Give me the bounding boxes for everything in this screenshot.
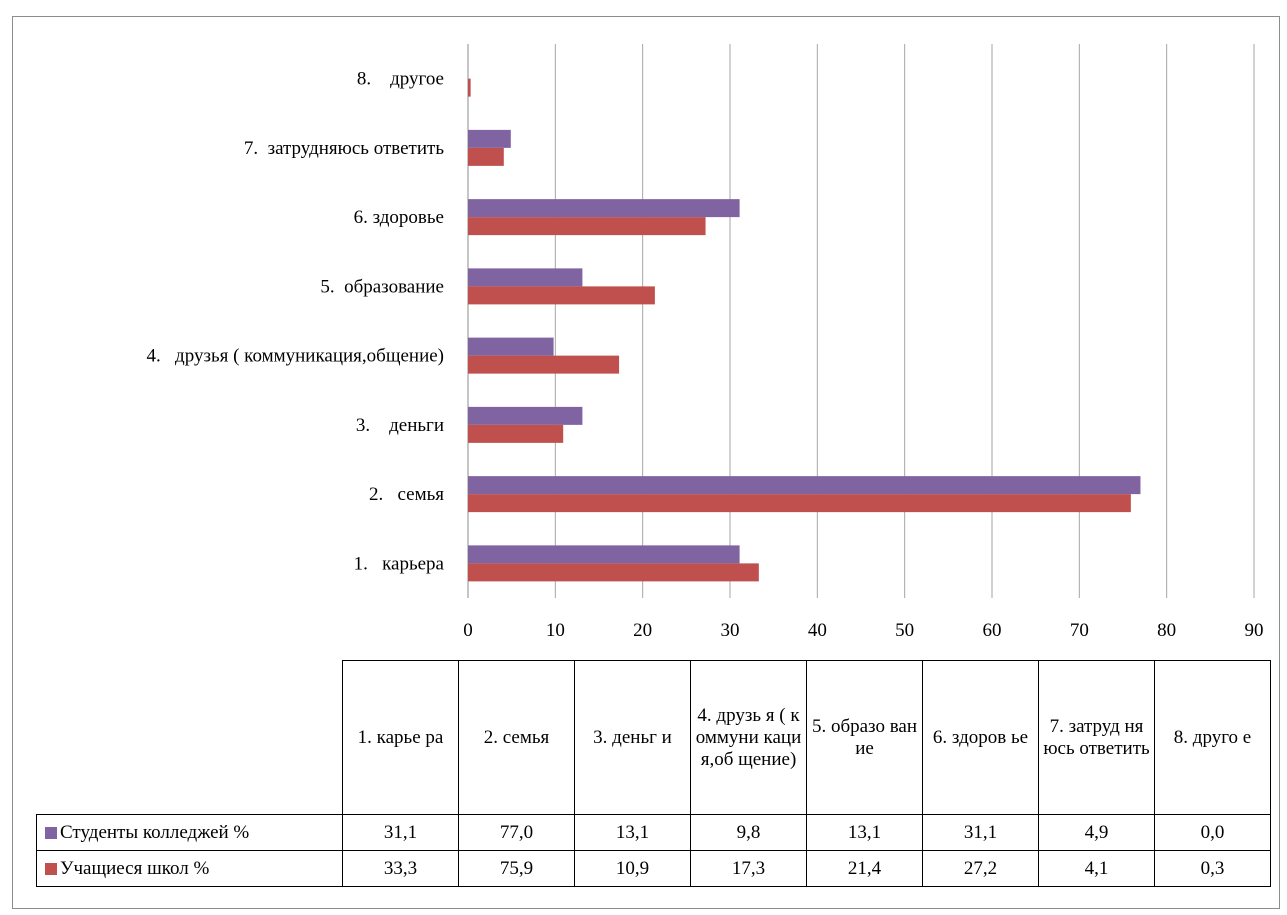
table-value-cell: 9,8 [690,814,807,851]
data-table: 1. карье ра 2. семья 3. деньг и 4. друзь я … [36,660,1271,887]
table-header-cell: 2. семья [458,660,575,815]
category-label: 7. затрудняюсь ответить [244,138,445,159]
table-corner [37,661,343,815]
x-tick-label: 50 [895,620,914,641]
x-tick-label: 70 [1070,620,1089,641]
table-header-cell: 8. друго е [1154,660,1271,815]
table-value-cell: 33,3 [342,850,459,887]
legend-swatch [45,863,57,876]
bar-students [468,545,740,564]
table-value-cell: 17,3 [690,850,807,887]
bar-schoolchildren [468,78,471,97]
bar-students [468,268,583,287]
table-header-row: 1. карье ра 2. семья 3. деньг и 4. друзь я … [37,660,1271,815]
bar-students [468,129,511,148]
table-row: Студенты колледжей % 31,1 77,0 13,1 9,8 13,1… [36,814,1271,851]
x-tick-label: 40 [808,620,827,641]
category-label: 8. другое [357,69,444,90]
category-label: 6. здоровье [354,207,444,228]
bar-students [468,337,554,356]
table-value-cell: 4,1 [1038,850,1155,887]
category-label: 2. семья [369,484,444,505]
table-value-cell: 13,1 [806,814,923,851]
legend-swatch [45,827,57,840]
category-label: 5. образование [320,276,444,297]
table-value-cell: 75,9 [458,850,575,887]
bar-schoolchildren [468,563,759,582]
series-name-cell: Учащиеся школ % [36,850,343,887]
x-tick-label: 90 [1245,620,1264,641]
x-tick-label: 30 [721,620,740,641]
table-value-cell: 31,1 [922,814,1039,851]
table-value-cell: 13,1 [574,814,691,851]
table-value-cell: 21,4 [806,850,923,887]
x-tick-label: 20 [633,620,652,641]
bar-schoolchildren [468,286,655,305]
x-tick-label: 60 [983,620,1002,641]
table-row: Учащиеся школ % 33,3 75,9 10,9 17,3 21,4 27,2… [36,850,1271,887]
bar-students [468,199,740,218]
bar-schoolchildren [468,355,620,374]
bar-schoolchildren [468,217,706,236]
x-tick-label: 10 [546,620,565,641]
bar-schoolchildren [468,494,1131,513]
series-name: Студенты колледжей % [60,821,250,843]
bar-schoolchildren [468,424,564,443]
table-header-cell: 6. здоров ье [922,660,1039,815]
bar-schoolchildren [468,147,504,166]
bar-chart: 0 10 20 30 40 50 60 70 80 90 1. карьера 2. семья 3. … [147,44,1264,641]
table-header-cell: 4. друзь я ( коммуни кация,об щение) [690,660,807,815]
series-name: Учащиеся школ % [60,857,210,879]
bar-students [468,476,1141,495]
category-label: 1. карьера [354,553,445,574]
table-header-cell: 5. образо вание [806,660,923,815]
table-value-cell: 4,9 [1038,814,1155,851]
series-name-cell: Студенты колледжей % [36,814,343,851]
category-label: 3. деньги [356,415,444,436]
table-value-cell: 10,9 [574,850,691,887]
x-tick-label: 0 [463,620,473,641]
category-label: 4. друзья ( коммуникация,общение) [147,346,444,367]
table-value-cell: 0,0 [1154,814,1271,851]
table-value-cell: 31,1 [342,814,459,851]
table-header-cell: 7. затруд няюсь ответить [1038,660,1155,815]
table-header-cell: 1. карье ра [342,660,459,815]
table-value-cell: 27,2 [922,850,1039,887]
table-header-cell: 3. деньг и [574,660,691,815]
table-value-cell: 0,3 [1154,850,1271,887]
x-tick-label: 80 [1157,620,1176,641]
table-value-cell: 77,0 [458,814,575,851]
bar-students [468,406,583,425]
